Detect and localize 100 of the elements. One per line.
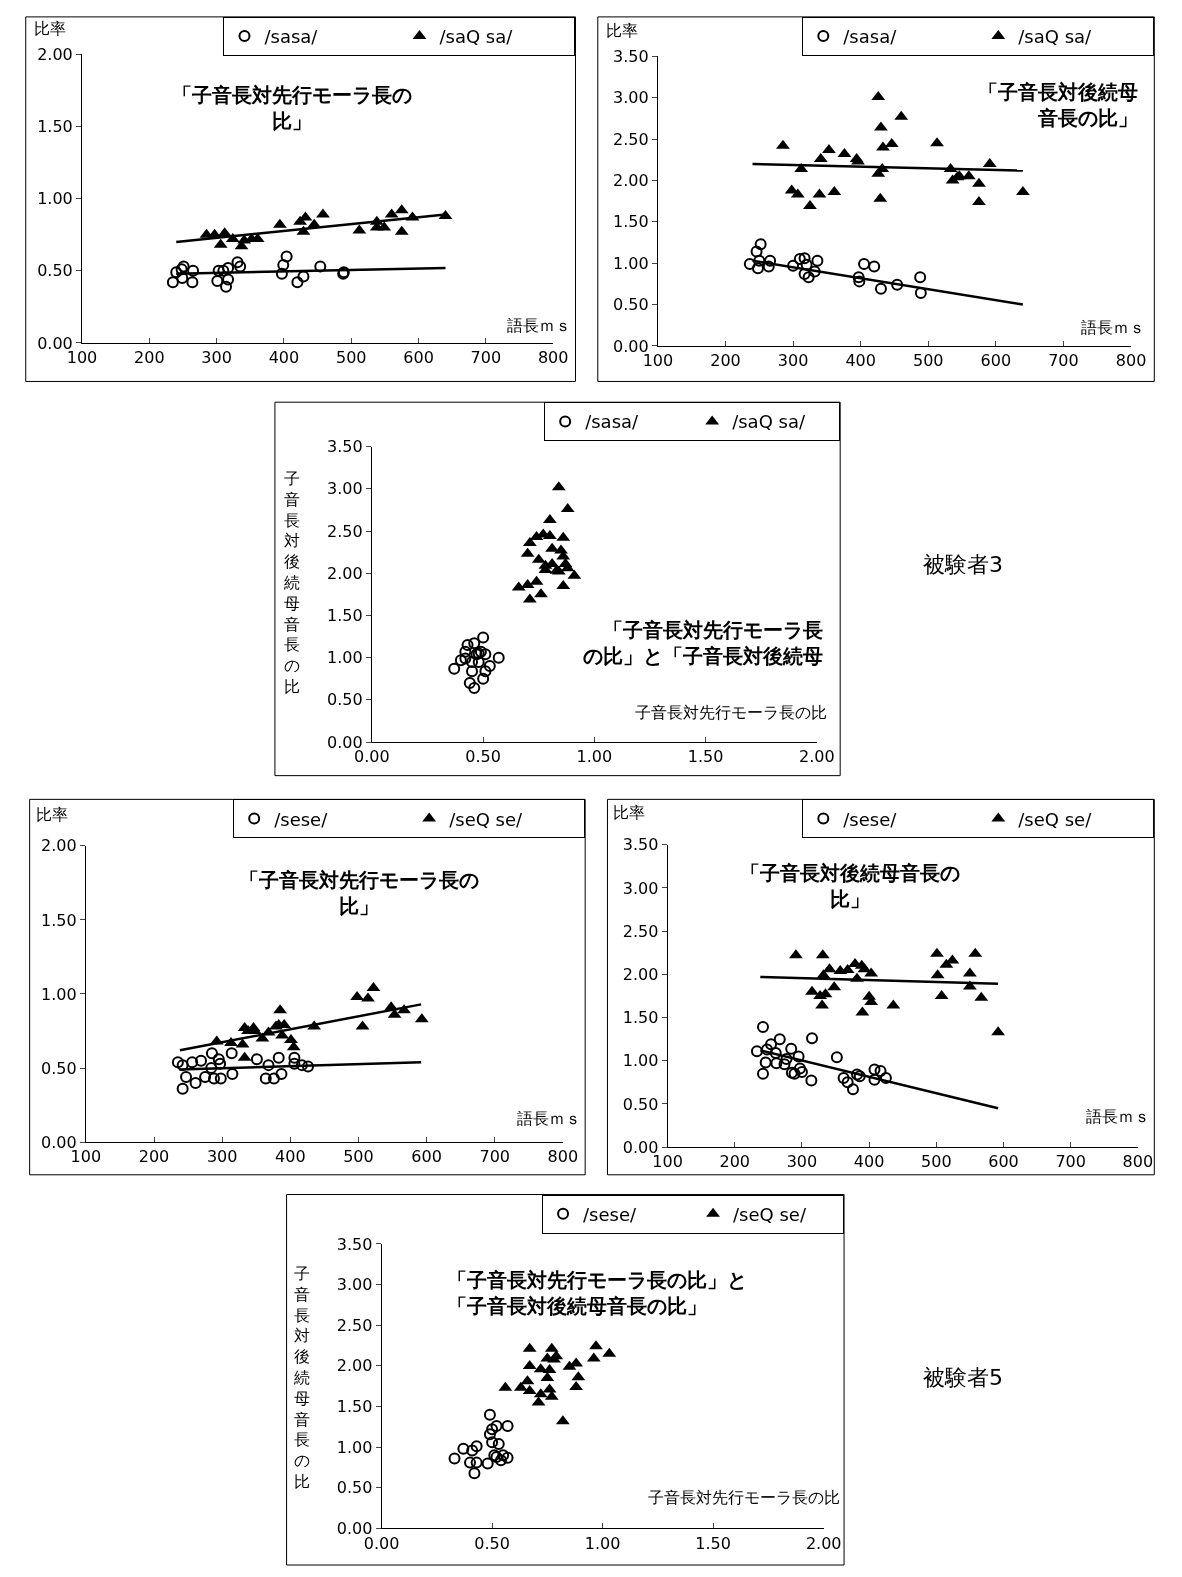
text: 「子音長対先行モーラ長の比」 [239,868,479,918]
x-tick-label: 400 [845,351,876,371]
x-tick-label: 800 [1115,351,1147,371]
y-tick-label: 2.50 [327,521,363,541]
x-axis-title: 子音長対先行モーラ長の比 [648,1488,840,1507]
text: 被験者3 [923,552,1003,577]
x-axis-title: 子音長対先行モーラ長の比 [635,703,827,722]
y-tick-label: 3.00 [336,1275,373,1295]
y-axis-title: 比率 [606,21,638,40]
x-tick-label: 400 [268,348,300,368]
text: 「子音長対先行モーラ長の比」 [172,83,412,133]
x-tick-label: 500 [335,348,367,368]
y-tick-label: 2.00 [41,836,77,856]
x-tick-label: 500 [921,1152,952,1172]
x-tick-label: 700 [479,1147,511,1167]
y-tick-label: 2.50 [336,1315,373,1335]
x-tick-label: 100 [652,1152,683,1172]
x-tick-label: 0.50 [474,1533,510,1553]
x-tick-label: 2.00 [799,747,835,767]
y-axis-title: 比率 [36,805,68,824]
x-tick-label: 300 [786,1152,818,1172]
y-tick-label: 1.00 [41,984,77,1004]
legend-label: /saQ sa/ [439,26,514,48]
x-tick-label: 200 [134,348,165,368]
text: 子音長対後続母音長の比 [284,469,300,696]
text: 被験者5 [923,1365,1003,1390]
y-tick-label: 2.00 [613,171,649,191]
x-tick-label: 200 [138,1147,170,1167]
x-tick-label: 100 [70,1147,102,1167]
x-tick-label: 100 [642,351,674,371]
x-tick-label: 700 [1055,1152,1086,1172]
x-tick-label: 2.00 [805,1533,842,1553]
x-tick-label: 200 [710,351,741,371]
y-tick-label: 2.00 [336,1356,373,1376]
text: 「子音長対先行モーラ長の比」と「子音長対後続母音長の比」 [447,1268,747,1318]
x-axis-title: 語長ｍｓ [507,316,571,335]
x-tick-label: 600 [980,351,1012,371]
y-tick-label: 0.50 [622,1094,659,1114]
x-tick-label: 0.00 [354,747,390,767]
legend-label: /sese/ [843,808,898,830]
y-tick-label: 2.00 [37,45,73,65]
y-tick-label: 1.50 [336,1397,373,1417]
y-tick-label: 1.00 [613,253,649,273]
x-tick-label: 300 [201,348,232,368]
y-tick-label: 0.50 [613,295,649,315]
x-tick-label: 500 [343,1147,374,1167]
x-tick-label: 100 [66,348,98,368]
text: 「子音長対先行モーラ長の比」と「子音長対後続母 [583,618,823,668]
legend-label: /saQ sa/ [732,411,806,433]
y-tick-label: 0.50 [41,1058,77,1078]
x-tick-label: 1.00 [576,747,613,767]
x-tick-label: 500 [912,351,944,371]
text: 子音長対後続母音長の比 [294,1264,310,1491]
x-tick-label: 800 [537,348,569,368]
x-tick-label: 700 [470,348,502,368]
legend-label: /saQ sa/ [1018,26,1093,48]
y-tick-label: 3.00 [622,878,659,898]
y-tick-label: 2.00 [327,563,363,583]
x-tick-label: 600 [403,348,434,368]
x-tick-label: 1.50 [687,747,724,767]
x-tick-label: 800 [1122,1152,1154,1172]
x-tick-label: 600 [988,1152,1019,1172]
x-tick-label: 1.00 [584,1533,621,1553]
x-tick-label: 1.50 [695,1533,731,1553]
x-tick-label: 300 [206,1147,238,1167]
y-tick-label: 0.50 [37,261,73,281]
y-tick-label: 1.50 [37,117,73,137]
legend-label: /sasa/ [264,26,319,48]
text: 「子音長対後続母音長の比」 [740,861,960,911]
x-tick-label: 0.00 [363,1533,400,1553]
y-tick-label: 1.00 [327,648,363,668]
y-tick-label: 0.50 [327,690,363,710]
legend-label: /seQ se/ [449,808,524,830]
text: 「子音長対後続母音長の比」 [978,80,1138,130]
legend-label: /sasa/ [585,411,640,433]
legend-label: /sese/ [583,1203,638,1225]
legend-label: /seQ se/ [1018,808,1093,830]
y-tick-label: 2.50 [613,129,649,149]
y-tick-label: 3.50 [336,1234,373,1254]
y-tick-label: 3.50 [622,835,659,855]
x-axis-title: 語長ｍｓ [1081,318,1145,337]
x-tick-label: 800 [547,1147,579,1167]
y-tick-label: 1.50 [41,910,77,930]
y-tick-label: 3.50 [327,437,363,457]
x-tick-label: 400 [275,1147,306,1167]
y-tick-label: 3.50 [613,47,649,67]
legend-label: /sasa/ [843,26,898,48]
x-tick-label: 400 [853,1152,885,1172]
x-tick-label: 0.50 [465,747,501,767]
legend-label: /seQ se/ [733,1203,807,1225]
x-tick-label: 600 [411,1147,442,1167]
x-axis-title: 語長ｍｓ [517,1109,581,1128]
y-tick-label: 3.00 [613,88,649,108]
y-tick-label: 0.50 [336,1478,373,1498]
y-tick-label: 1.00 [622,1051,659,1071]
y-tick-label: 3.00 [327,479,363,499]
x-tick-label: 200 [719,1152,751,1172]
y-tick-label: 2.00 [622,964,659,984]
y-tick-label: 1.00 [37,189,73,209]
x-axis-title: 語長ｍｓ [1086,1107,1150,1126]
